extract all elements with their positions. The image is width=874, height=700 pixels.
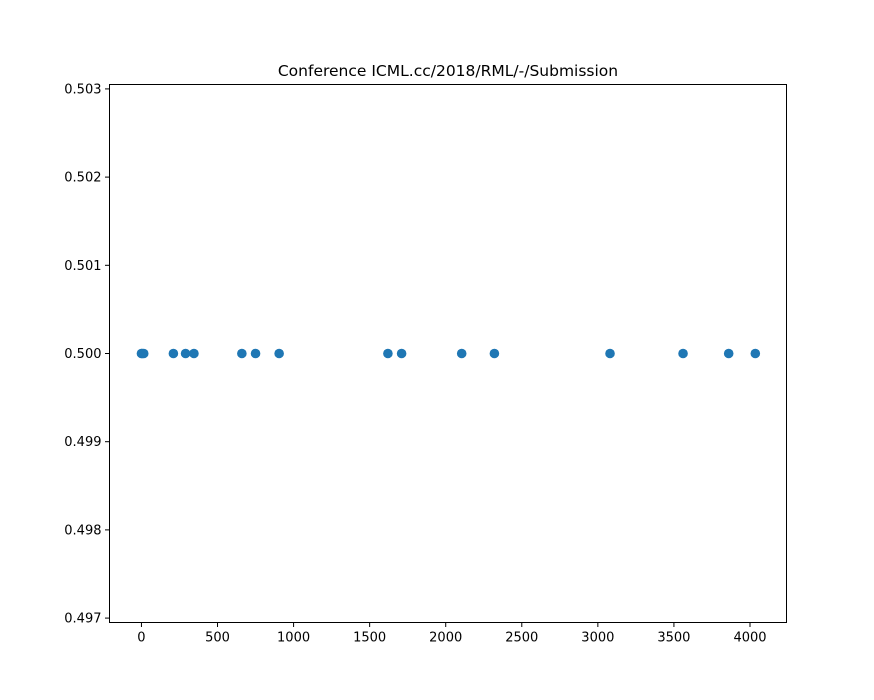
data-point — [138, 348, 149, 359]
y-tick-label: 0.500 — [64, 347, 101, 362]
y-tick-label: 0.497 — [64, 612, 101, 627]
data-point — [274, 348, 284, 359]
x-tick-label: 2000 — [429, 631, 462, 646]
x-tick-label: 1000 — [277, 631, 310, 646]
data-point — [750, 348, 761, 359]
data-point — [678, 348, 688, 359]
y-tick-label: 0.503 — [64, 82, 101, 97]
x-tick-label: 1500 — [353, 631, 386, 646]
data-point — [250, 348, 261, 359]
data-point — [396, 348, 407, 359]
x-tick-label: 500 — [205, 631, 230, 646]
data-point — [383, 348, 393, 359]
y-axis: 0.497 0.498 0.499 0.500 0.501 0.502 0.503 — [64, 82, 110, 627]
x-tick-label: 3500 — [657, 631, 690, 646]
x-tick-label: 0 — [137, 631, 145, 646]
data-point — [189, 348, 199, 359]
x-tick-label: 2500 — [505, 631, 538, 646]
y-tick-label: 0.502 — [64, 171, 101, 186]
data-point — [456, 348, 467, 359]
y-tick-label: 0.498 — [64, 523, 101, 538]
x-tick-label: 4000 — [733, 631, 766, 646]
x-tick-label: 3000 — [581, 631, 614, 646]
data-point — [168, 348, 179, 359]
data-point — [605, 348, 615, 359]
y-tick-label: 0.499 — [64, 435, 101, 450]
data-point — [723, 348, 734, 359]
data-point — [237, 348, 247, 359]
x-axis: 0 500 1000 1500 2000 2500 3000 3500 4000 — [137, 622, 767, 646]
data-point — [180, 348, 191, 359]
chart-title: Conference ICML.cc/2018/RML/-/Submission — [278, 62, 618, 80]
data-point — [489, 348, 500, 359]
data-points — [136, 348, 761, 359]
y-tick-label: 0.501 — [64, 259, 101, 274]
